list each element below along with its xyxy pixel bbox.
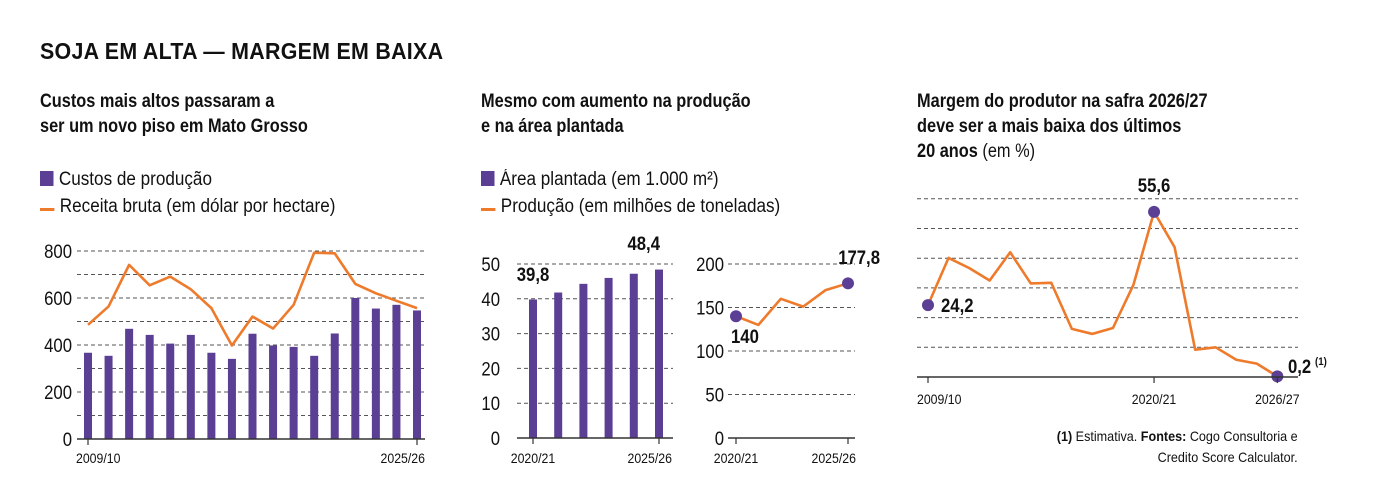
bar-costs [289,346,298,439]
sources-label: Fontes: [1141,428,1187,444]
main-title: SOJA EM ALTA — MARGEM EM BAIXA [40,38,444,64]
legend-label: Custos de produção [58,169,212,190]
data-label: 55,6 [1138,175,1171,196]
x-tick-label: 2020/21 [511,450,555,466]
legend-item-production: Produção (em milhões de toneladas) [481,193,780,220]
revenue-line [87,251,418,347]
data-point-marker [842,277,854,290]
bar-area [554,292,563,438]
legend-item-costs: Custos de produção [40,166,335,193]
footnote-text: Estimativa. [1075,428,1138,444]
y-tick-label: 200 [44,382,72,403]
x-tick-label: 2020/21 [714,450,758,466]
sources-text: Cogo Consultoria e [1190,428,1298,444]
footnote: (1) Estimativa. Fontes: Cogo Consultoria… [1057,426,1298,468]
bar-costs [186,334,195,439]
line-swatch-icon [40,208,55,211]
bar-area [579,283,588,438]
y-tick-label: 0 [491,428,500,449]
legend-label: Produção (em milhões de toneladas) [500,196,781,217]
subtitle-line: e na área plantada [481,116,624,137]
bar-area [604,277,613,438]
bar-costs [104,355,113,439]
panel2-legend: Área plantada (em 1.000 m²) Produção (em… [481,166,780,220]
panel1-subtitle: Custos mais altos passaram a ser um novo… [40,89,308,139]
y-tick-label: 50 [705,385,724,406]
legend-item-area: Área plantada (em 1.000 m²) [481,166,780,193]
panel1-legend: Custos de produção Receita bruta (em dól… [40,166,335,220]
y-tick-label: 600 [44,288,72,309]
y-tick-label: 40 [481,289,500,310]
y-tick-label: 50 [481,254,500,275]
subtitle-line: 20 anos (em %) [917,139,1208,164]
data-label: 177,8 [838,247,880,268]
bar-costs [227,358,236,439]
y-tick-label: 200 [696,254,724,275]
bar-costs [248,333,257,439]
x-tick-label: 2009/10 [76,450,120,466]
data-point-marker [1148,205,1161,218]
data-label: 48,4 [627,233,660,254]
bar-costs [310,355,319,439]
subtitle-unit: (em %) [982,141,1036,162]
y-tick-label: 150 [696,298,724,319]
subtitle-line: Custos mais altos passaram a [40,91,275,112]
x-tick-label: 2026/27 [1255,391,1299,407]
y-tick-label: 0 [715,428,724,449]
x-tick-label: 2020/21 [1132,391,1176,407]
footnote-marker: (1) [1315,357,1327,369]
data-label: 24,2 [941,295,974,316]
bar-area [655,269,663,438]
legend-label: Receita bruta (em dólar por hectare) [59,196,336,217]
data-point-marker [922,299,934,312]
subtitle-line: ser um novo piso em Mato Grosso [40,116,308,137]
bar-costs [392,304,401,439]
sources-text-2: Credito Score Calculator. [1157,449,1298,465]
bar-costs [330,333,339,439]
bar-costs [145,334,154,439]
subtitle-text: 20 anos [917,141,978,162]
bar-costs [84,352,92,439]
x-tick-label: 2025/26 [628,450,672,466]
legend-label: Área plantada (em 1.000 m²) [499,169,719,190]
y-tick-label: 10 [481,393,500,414]
x-tick-label: 2025/26 [812,450,856,466]
bar-costs [351,298,360,439]
y-tick-label: 20 [481,358,500,379]
line-swatch-icon [481,208,496,211]
bar-costs [166,343,175,439]
x-tick-label: 2025/26 [381,450,425,466]
bar-costs [207,352,216,439]
y-tick-label: 400 [44,335,72,356]
data-label: 140 [731,326,759,347]
y-tick-label: 100 [696,341,724,362]
panel3-subtitle: Margem do produtor na safra 2026/27 deve… [917,89,1208,164]
bar-swatch-icon [40,171,54,186]
bar-costs [269,345,278,439]
legend-item-revenue: Receita bruta (em dólar por hectare) [40,193,335,220]
bar-costs [125,328,134,439]
production-line [735,282,849,327]
data-label: 39,8 [517,264,550,285]
bar-swatch-icon [481,171,495,186]
bar-area [529,299,537,438]
x-tick-label: 2009/10 [917,391,961,407]
data-label: 0,2 [1288,356,1311,377]
panel2-subtitle: Mesmo com aumento na produção e na área … [481,89,751,139]
footnote-mark: (1) [1057,428,1073,444]
subtitle-line: deve ser a mais baixa dos últimos [917,116,1182,137]
bar-costs [371,308,380,439]
subtitle-line: Margem do produtor na safra 2026/27 [917,91,1208,112]
y-tick-label: 30 [481,324,500,345]
y-tick-label: 800 [44,241,72,262]
y-tick-label: 0 [63,429,72,450]
bar-area [629,273,638,438]
margin-line [926,210,1279,378]
bar-costs [413,310,421,439]
data-point-marker [730,310,742,323]
subtitle-line: Mesmo com aumento na produção [481,91,751,112]
